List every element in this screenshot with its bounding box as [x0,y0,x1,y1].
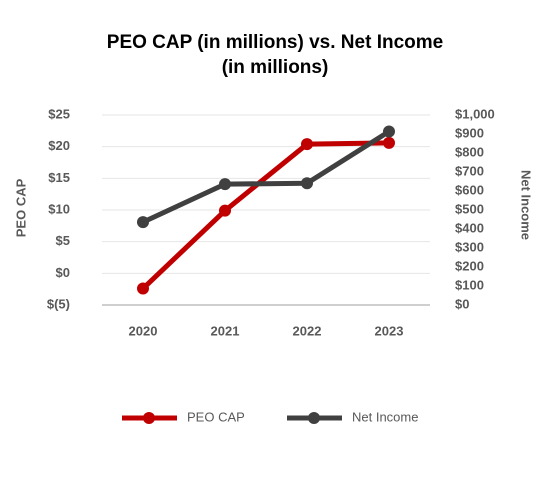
data-point [137,216,149,229]
y-tick-label: $(5) [47,296,70,311]
x-tick-label: 2022 [293,323,322,338]
x-tick-label: 2021 [211,323,240,338]
y2-tick-label: $100 [455,277,484,292]
y2-tick-label: $400 [455,220,484,235]
y-tick-label: $15 [48,170,70,185]
x-tick-label: 2023 [375,323,404,338]
data-point [383,125,395,138]
y2-tick-label: $600 [455,182,484,197]
series-line [141,129,391,225]
data-point [383,136,395,149]
y-tick-label: $0 [56,265,70,280]
y-tick-label: $5 [56,233,70,248]
legend-marker [308,412,320,424]
x-tick-label: 2020 [129,323,158,338]
y2-tick-label: $0 [455,296,469,311]
y2-tick-label: $900 [455,125,484,140]
y2-tick-label: $1,000 [455,106,495,121]
y-tick-label: $10 [48,201,70,216]
data-point [219,178,231,191]
y-axis-label: PEO CAP [13,178,28,237]
y-tick-label: $20 [48,138,70,153]
y2-axis-label: Net Income [519,170,534,240]
y2-tick-label: $500 [455,201,484,216]
y2-tick-label: $300 [455,239,484,254]
data-point [301,138,313,151]
y-tick-label: $25 [48,106,70,121]
chart-title: PEO CAP (in millions) vs. Net Income (in… [106,32,444,78]
y2-tick-label: $800 [455,144,484,159]
y2-tick-label: $700 [455,163,484,178]
legend-label: Net Income [352,409,418,424]
legend-label: PEO CAP [187,409,245,424]
series-line [141,140,390,291]
data-point [137,282,149,295]
y2-tick-label: $200 [455,258,484,273]
data-point [219,204,231,217]
legend-marker [143,412,155,424]
data-point [301,177,313,190]
